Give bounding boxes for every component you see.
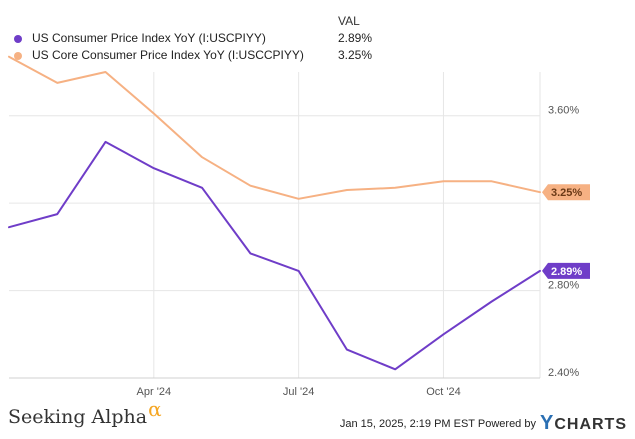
timestamp: Jan 15, 2025, 2:19 PM EST Powered by bbox=[339, 417, 536, 430]
x-tick-label: Jul '24 bbox=[283, 386, 314, 398]
legend-label: US Core Consumer Price Index YoY (I:USCC… bbox=[32, 48, 304, 62]
legend-dot-icon bbox=[14, 35, 22, 43]
end-label-value: 2.89% bbox=[551, 266, 582, 278]
x-tick-label: Apr '24 bbox=[137, 386, 172, 398]
alpha-icon: α bbox=[148, 397, 162, 421]
seeking-alpha-logo[interactable]: Seeking Alphaα bbox=[8, 397, 162, 428]
x-tick-label: Oct '24 bbox=[426, 386, 461, 398]
legend: VAL US Consumer Price Index YoY (I:USCPI… bbox=[0, 0, 635, 70]
legend-val-header: VAL bbox=[338, 14, 360, 28]
grid-lines bbox=[9, 72, 541, 379]
y-tick-label: 3.60% bbox=[548, 105, 579, 117]
legend-label: US Consumer Price Index YoY (I:USCPIYY) bbox=[32, 31, 266, 45]
end-labels: 2.89% 3.25% bbox=[542, 184, 590, 279]
series-line-cpi bbox=[8, 140, 541, 371]
legend-value: 2.89% bbox=[337, 31, 372, 45]
axes: 2.40% 2.80% 3.60% Apr '24 Jul '24 Oct '24 bbox=[9, 105, 579, 398]
legend-value: 3.25% bbox=[337, 48, 372, 62]
end-label-value: 3.25% bbox=[551, 187, 582, 199]
ycharts-logo[interactable]: YCHARTS bbox=[540, 412, 627, 435]
y-tick-label: 2.80% bbox=[548, 280, 579, 292]
series-lines bbox=[8, 55, 541, 371]
end-label-badge-cpi bbox=[542, 262, 590, 279]
legend-dot-icon bbox=[14, 52, 22, 60]
series-line-core-cpi bbox=[8, 55, 541, 200]
y-tick-label: 2.40% bbox=[548, 367, 579, 379]
footer-attribution: Jan 15, 2025, 2:19 PM EST Powered by YCH… bbox=[340, 412, 627, 435]
brand-name: Seeking Alpha bbox=[8, 406, 148, 428]
end-label-badge-core-cpi bbox=[542, 184, 590, 201]
ycharts-rest: CHARTS bbox=[554, 416, 627, 433]
ycharts-y-icon: Y bbox=[539, 412, 555, 434]
